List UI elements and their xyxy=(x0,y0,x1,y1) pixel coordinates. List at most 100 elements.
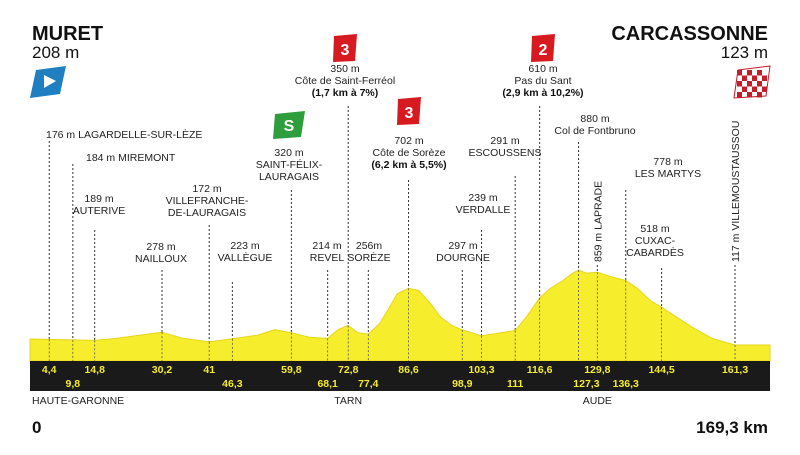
department-label: AUDE xyxy=(583,395,612,407)
waypoint-label-line: VALLÈGUE xyxy=(218,251,273,264)
waypoint-label-line: AUTERIVE xyxy=(73,205,126,217)
waypoint-label-line: VILLEFRANCHE- xyxy=(166,195,249,207)
climb-badge-shape xyxy=(397,97,421,125)
waypoint-label-line: REVEL xyxy=(310,252,345,264)
km-tick-label: 9,8 xyxy=(66,378,81,390)
waypoint-label-line: DE-LAURAGAIS xyxy=(168,207,246,219)
climb-badge: 3 xyxy=(397,97,421,125)
waypoint-label-line: 778 m xyxy=(653,156,682,168)
waypoint-label-line: 320 m xyxy=(274,147,303,159)
waypoint-label-line: 518 m xyxy=(640,223,669,235)
km-tick-label: 161,3 xyxy=(722,364,748,376)
department-label: TARN xyxy=(334,395,362,407)
waypoint-label-line: SORÈZE xyxy=(347,251,390,264)
waypoint-label-line: 291 m xyxy=(490,135,519,147)
start-altitude: 208 m xyxy=(32,43,79,62)
finish-flag-square xyxy=(747,92,752,98)
climb-badge-shape xyxy=(333,34,357,62)
km-tick-label: 103,3 xyxy=(468,364,494,376)
finish-flag-square xyxy=(757,92,762,98)
waypoint-label-line: (2,9 km à 10,2%) xyxy=(502,87,583,99)
finish-flag-square xyxy=(762,75,767,81)
finish-flag-square xyxy=(757,81,762,87)
start-name: MURET xyxy=(32,23,103,45)
waypoint-label-line: ESCOUSSENS xyxy=(469,147,542,159)
profile-area xyxy=(29,269,771,362)
finish-name: CARCASSONNE xyxy=(611,23,768,45)
finish-altitude: 123 m xyxy=(721,43,768,62)
finish-flag-square xyxy=(752,86,757,92)
climb-badge: 3 xyxy=(333,34,357,62)
finish-flag-square xyxy=(742,75,747,81)
waypoint-label-line: 702 m xyxy=(394,135,423,147)
climb-category: 3 xyxy=(405,105,414,122)
km-tick-label: 129,8 xyxy=(584,364,610,376)
waypoint-label-line: 176 m LAGARDELLE-SUR-LÈZE xyxy=(46,128,202,141)
km-tick-label: 136,3 xyxy=(613,378,639,390)
waypoint-label-line: SAINT-FÉLIX- xyxy=(256,158,323,171)
finish-flag-square xyxy=(757,70,762,76)
km-tick-label: 72,8 xyxy=(338,364,359,376)
waypoint-label-line: Côte de Sorèze xyxy=(373,147,446,159)
climb-badge-shape xyxy=(531,34,555,62)
waypoint-label-line: 256m xyxy=(356,240,383,252)
waypoint-label-line: 278 m xyxy=(146,241,175,253)
waypoint-label-line: 297 m xyxy=(448,240,477,252)
km-tick-label: 111 xyxy=(507,378,524,390)
sprint-badge-shape xyxy=(273,111,305,139)
waypoint-label-line: LAURAGAIS xyxy=(259,171,319,183)
waypoint-label-line: 184 m MIREMONT xyxy=(86,152,176,164)
climb-badge: 2 xyxy=(531,34,555,62)
finish-flag-square xyxy=(742,86,747,92)
waypoint-label-line: 189 m xyxy=(84,193,113,205)
km-tick-label: 46,3 xyxy=(222,378,243,390)
km-tick-label: 59,8 xyxy=(281,364,302,376)
finish-flag-icon xyxy=(733,65,771,99)
waypoint-label-line: Pas du Sant xyxy=(514,75,571,87)
km-tick-label: 14,8 xyxy=(84,364,105,376)
finish-flag-square xyxy=(737,92,742,98)
waypoint-label-line: 239 m xyxy=(468,192,497,204)
km-tick-label: 127,3 xyxy=(573,378,599,390)
km-tick-label: 30,2 xyxy=(152,364,173,376)
waypoint-label-line: CABARDÈS xyxy=(626,246,684,259)
waypoint-label-line: VERDALLE xyxy=(456,204,511,216)
waypoint-label-line: (1,7 km à 7%) xyxy=(312,87,379,99)
waypoint-label-line: 172 m xyxy=(192,183,221,195)
waypoint-label: 117 m VILLEMOUSTAUSSOU xyxy=(730,121,742,262)
waypoint-label-line: Col de Fontbruno xyxy=(554,125,635,137)
finish-flag-square xyxy=(737,70,742,76)
finish-flag-square xyxy=(762,86,767,92)
climb-category: 2 xyxy=(539,42,548,59)
finish-flag-square xyxy=(747,70,752,76)
waypoint-label-line: LES MARTYS xyxy=(635,168,701,180)
finish-flag-square xyxy=(737,81,742,87)
km-band xyxy=(30,361,770,391)
waypoint-label-line: 223 m xyxy=(230,240,259,252)
finish-flag-square xyxy=(747,81,752,87)
waypoint-label-line: 350 m xyxy=(330,63,359,75)
km-tick-label: 4,4 xyxy=(42,364,57,376)
waypoint-label: 859 m LAPRADE xyxy=(592,181,604,262)
waypoint-labels: 176 m LAGARDELLE-SUR-LÈZE 184 m MIREMONT 1… xyxy=(46,63,742,265)
km-tick-label: 77,4 xyxy=(358,378,379,390)
waypoint-label-line: NAILLOUX xyxy=(135,253,187,265)
distance-start: 0 xyxy=(32,418,41,437)
finish-flag-square xyxy=(752,75,757,81)
start-flag-icon xyxy=(30,66,66,98)
km-tick-label: 116,6 xyxy=(527,364,553,376)
km-tick-label: 41 xyxy=(203,364,215,376)
waypoint-label-line: 214 m xyxy=(312,240,341,252)
waypoint-label-line: 610 m xyxy=(528,63,557,75)
waypoint-label-line: (6,2 km à 5,5%) xyxy=(371,159,446,171)
profile-area-path xyxy=(29,269,771,362)
km-tick-label: 86,6 xyxy=(398,364,419,376)
sprint-badge: S xyxy=(273,111,305,139)
km-labels: 4,4 9,814,8 30,2 41 46,3 59,8 68,172,8 77,4 86,6… xyxy=(42,364,748,390)
km-tick-label: 98,9 xyxy=(452,378,473,390)
climb-category: 3 xyxy=(341,42,350,59)
waypoint-label-line: CUXAC- xyxy=(635,235,676,247)
km-tick-label: 144,5 xyxy=(648,364,674,376)
